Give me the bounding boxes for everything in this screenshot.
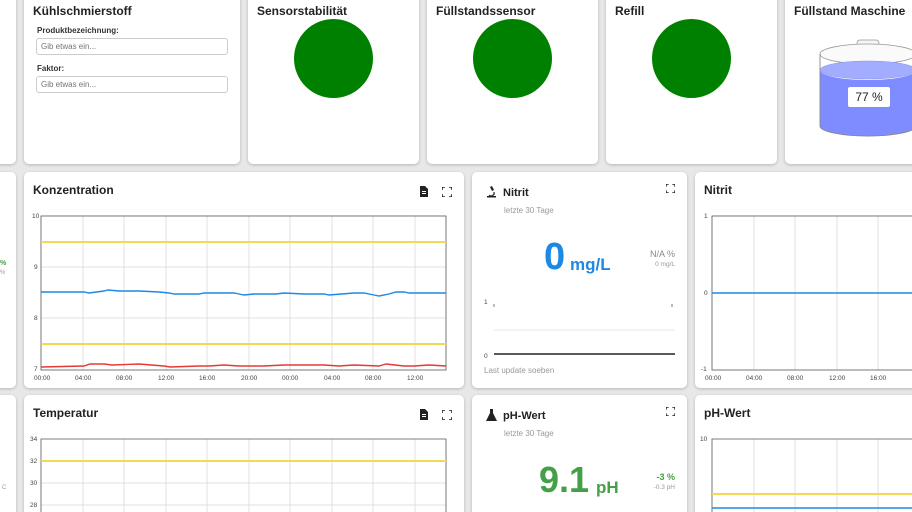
stat-subtitle: letzte 30 Tage <box>504 206 554 215</box>
series-concentration <box>41 289 446 297</box>
x-tick: 08:00 <box>365 375 382 382</box>
y-tick: 7 <box>34 366 38 373</box>
konzentration-chart: 10 9 8 7 00:00 04:00 08:00 12:00 16:00 2… <box>32 213 447 382</box>
x-tick: 04:00 <box>324 375 341 382</box>
document-icon[interactable] <box>419 186 429 197</box>
nitrit-stat-card: Nitrit letzte 30 Tage 0 mg/L N/A % 0 mg/… <box>472 172 687 388</box>
y-tick: 28 <box>30 502 38 509</box>
y-tick: 8 <box>34 315 38 322</box>
y-tick: 10 <box>32 213 40 220</box>
y-tick: 9 <box>34 264 38 271</box>
x-tick: 04:00 <box>746 375 763 382</box>
card-title: Konzentration <box>33 183 114 197</box>
nitrit-chart-card: Nitrit 1 0 -1 00:00 04:00 08:00 12:00 16… <box>695 172 912 388</box>
ph-chart: 10 <box>700 436 912 512</box>
y-tick: 30 <box>30 480 38 487</box>
fullscreen-icon[interactable] <box>666 407 675 416</box>
y-tick: -1 <box>701 366 707 373</box>
x-tick: 20:00 <box>241 375 258 382</box>
x-tick: 16:00 <box>870 375 887 382</box>
card-title: Kühlschmierstoff <box>33 4 132 18</box>
produkt-input[interactable] <box>36 38 228 55</box>
left-edge-mark: % <box>0 260 7 267</box>
left-edge-mark-3: C <box>2 485 7 491</box>
stat-subtitle: letzte 30 Tage <box>504 429 554 438</box>
card-title: Temperatur <box>33 406 99 420</box>
faktor-label: Faktor: <box>37 64 65 73</box>
konzentration-card: Konzentration 10 9 8 7 00:00 04:00 08:00… <box>24 172 464 388</box>
fuellstandssensor-card: Füllstandssensor <box>427 0 598 164</box>
x-tick: 04:00 <box>75 375 92 382</box>
sensorstabilitaet-card: Sensorstabilität <box>248 0 419 164</box>
temperatur-card: Temperatur 34 32 30 28 <box>24 395 464 512</box>
x-tick: 12:00 <box>829 375 846 382</box>
spark-tick: 1 <box>484 299 488 306</box>
spark-tick: 0 <box>484 353 488 360</box>
stat-delta-pct: N/A % <box>649 249 675 259</box>
card-title: Füllstand Maschine <box>794 4 906 18</box>
tank-graphic: 77 % <box>819 39 912 137</box>
y-tick: 0 <box>704 290 708 297</box>
temperatur-chart: 34 32 30 28 <box>30 436 447 512</box>
stat-footer: Last update soeben <box>484 366 555 375</box>
card-title: Refill <box>615 4 645 18</box>
x-tick: 08:00 <box>787 375 804 382</box>
card-title: Sensorstabilität <box>257 4 348 18</box>
y-tick: 1 <box>704 213 708 220</box>
card-title: Nitrit <box>704 183 732 197</box>
fullscreen-icon[interactable] <box>666 184 675 193</box>
card-title: pH-Wert <box>704 406 751 420</box>
stat-unit: pH <box>596 478 619 497</box>
left-edge-card-bottom: C <box>0 395 16 512</box>
stat-delta-pct: -3 % <box>656 472 675 482</box>
stat-title: pH-Wert <box>503 410 546 422</box>
series-reference <box>40 363 447 368</box>
stat-value: 9.1 <box>539 459 590 500</box>
status-led <box>294 19 373 98</box>
x-tick: 00:00 <box>34 375 51 382</box>
nitrit-chart: 1 0 -1 00:00 04:00 08:00 12:00 16:00 <box>701 213 912 382</box>
x-tick: 00:00 <box>705 375 722 382</box>
y-tick: 34 <box>30 436 38 443</box>
y-tick: 32 <box>30 458 38 465</box>
y-tick: 10 <box>700 436 708 443</box>
x-tick: 12:00 <box>407 375 424 382</box>
stat-delta-abs: 0 mg/L <box>655 261 675 268</box>
document-icon[interactable] <box>419 409 429 420</box>
produkt-label: Produktbezeichnung: <box>37 26 119 35</box>
stat-delta-abs: -0.3 pH <box>653 484 675 491</box>
status-led <box>473 19 552 98</box>
stat-title: Nitrit <box>503 187 529 199</box>
ph-stat-card: pH-Wert letzte 30 Tage 9.1 pH -3 % -0.3 … <box>472 395 687 512</box>
stat-value: 0 <box>544 236 566 278</box>
x-tick: 08:00 <box>116 375 133 382</box>
x-tick: 00:00 <box>282 375 299 382</box>
x-tick: 16:00 <box>199 375 216 382</box>
card-title: Füllstandssensor <box>436 4 536 18</box>
left-edge-card-middle: % % <box>0 172 16 388</box>
ph-chart-card: pH-Wert 10 <box>695 395 912 512</box>
stat-unit: mg/L <box>570 255 611 274</box>
fuellstand-maschine-card: Füllstand Maschine 77 % <box>785 0 912 164</box>
refill-card: Refill <box>606 0 777 164</box>
left-edge-card-top <box>0 0 16 164</box>
left-edge-mark-2: % <box>0 270 6 276</box>
microscope-icon <box>487 186 496 198</box>
kuehlschmierstoff-card: Kühlschmierstoff Produktbezeichnung: Fak… <box>24 0 240 164</box>
faktor-input[interactable] <box>36 76 228 93</box>
sparkline: 1 0 <box>484 299 675 360</box>
flask-icon <box>486 409 497 421</box>
tank-value: 77 % <box>855 90 883 104</box>
x-tick: 12:00 <box>158 375 175 382</box>
status-led <box>652 19 731 98</box>
